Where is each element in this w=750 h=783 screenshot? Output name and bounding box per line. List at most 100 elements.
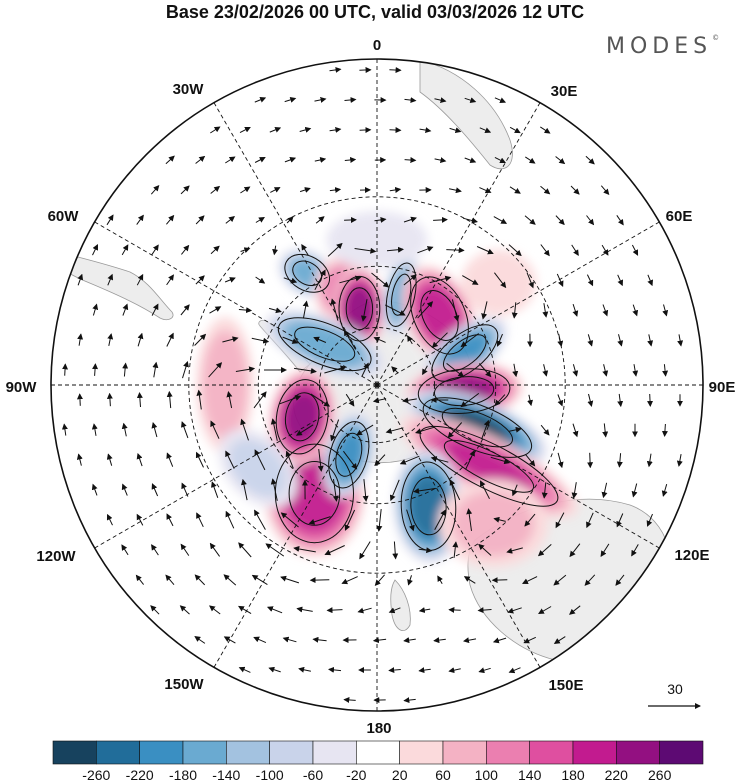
wind-arrow (452, 541, 459, 558)
wind-arrow (150, 605, 160, 615)
wind-arrow (662, 364, 669, 377)
wind-arrow (616, 513, 624, 528)
reference-vector: 30 (648, 681, 701, 709)
wind-arrow (265, 543, 285, 557)
meridian-line (376, 384, 660, 549)
anomaly-contour (275, 379, 329, 455)
wind-arrow (106, 513, 113, 526)
colorbar-swatch (139, 740, 184, 765)
wind-arrow (341, 576, 358, 585)
anomaly-level (345, 286, 374, 331)
wind-arrow (121, 483, 128, 496)
positive-anomaly (268, 368, 336, 465)
wind-arrow (223, 574, 237, 586)
lon-label-150w: 150W (164, 676, 204, 693)
wind-arrow (661, 423, 668, 437)
wind-arrow (180, 304, 190, 316)
wind-arrow (76, 393, 83, 406)
wind-arrow (107, 273, 114, 286)
wind-arrow (460, 392, 480, 408)
wind-arrow (136, 214, 144, 225)
meridian-line (376, 384, 541, 668)
wind-arrow (195, 155, 206, 164)
wind-arrow (77, 273, 84, 286)
contour-ring (443, 334, 487, 372)
wind-arrow (538, 606, 552, 614)
wind-arrow (166, 452, 174, 467)
south-america-land (51, 249, 174, 320)
wind-arrow (180, 185, 190, 195)
colorbar-swatch (312, 740, 357, 765)
wind-arrow (632, 364, 639, 377)
wind-arrow (463, 576, 476, 584)
colorbar-tick-label: 260 (648, 767, 672, 783)
wind-arrow (266, 606, 283, 614)
wind-arrow (508, 667, 521, 674)
wind-arrow (354, 247, 377, 254)
colorbar: -260 -220 -180 -140 -100 -60 -20 20 60 100 140 180 2… (52, 740, 704, 783)
wind-arrow (324, 545, 345, 556)
wind-arrow (329, 66, 342, 73)
wind-arrow (418, 547, 433, 554)
wind-arrow (285, 450, 294, 469)
wind-arrow (136, 392, 143, 408)
wind-arrow (677, 334, 684, 347)
wind-arrow (181, 244, 190, 255)
wind-arrow (481, 419, 490, 440)
wind-arrow (282, 336, 299, 344)
wind-arrow (403, 637, 416, 644)
meridian-line (213, 102, 378, 386)
wind-arrow (555, 156, 566, 165)
wind-arrow (434, 509, 446, 530)
wind-arrow (135, 574, 144, 585)
wind-arrow (299, 126, 312, 133)
wind-arrow (631, 544, 639, 557)
wind-arrow (225, 510, 235, 529)
wind-arrow (209, 542, 221, 557)
wind-arrow (179, 605, 190, 615)
anomaly-level (448, 411, 507, 444)
wind-arrow (494, 156, 506, 164)
wind-arrow (480, 480, 490, 500)
wind-arrow (136, 452, 143, 467)
wind-arrow (569, 543, 581, 558)
wind-arrow (555, 215, 565, 226)
wind-arrow (344, 509, 356, 531)
wind-arrow (356, 424, 374, 436)
wind-arrow (431, 332, 448, 348)
wind-arrow (210, 245, 220, 255)
meridian-line (94, 384, 378, 549)
wind-arrow (151, 422, 158, 438)
colorbar-tick-label: 220 (605, 767, 629, 783)
wind-arrow (283, 277, 298, 284)
wind-arrow (477, 607, 492, 614)
wind-arrow (407, 335, 413, 345)
lon-label-60e: 60E (666, 208, 693, 225)
wind-arrow (345, 393, 355, 407)
wind-arrow (270, 187, 281, 193)
wind-arrow (196, 512, 204, 528)
colorbar-swatch (226, 740, 270, 765)
wind-arrow (537, 544, 552, 557)
wind-arrow (324, 365, 347, 374)
wind-arrow (121, 544, 129, 556)
wind-arrow (418, 667, 431, 674)
wind-arrow (525, 156, 536, 164)
wind-arrow (389, 479, 400, 502)
colorbar-tick-label: -20 (346, 767, 366, 783)
wind-arrow (238, 542, 252, 558)
anomaly-level (286, 322, 364, 367)
wind-arrow (386, 246, 404, 253)
latitude-circle (188, 196, 566, 574)
wind-arrow (466, 508, 473, 531)
wind-arrow (586, 512, 594, 529)
wind-arrow (448, 187, 462, 194)
contour-ring (328, 421, 370, 489)
wind-arrow (389, 127, 402, 134)
contour-ring (385, 262, 417, 327)
wind-arrow (557, 394, 564, 407)
wind-arrow (407, 575, 413, 586)
wind-vectors (61, 66, 684, 704)
wind-arrow (494, 394, 506, 407)
wind-arrow (542, 303, 549, 318)
